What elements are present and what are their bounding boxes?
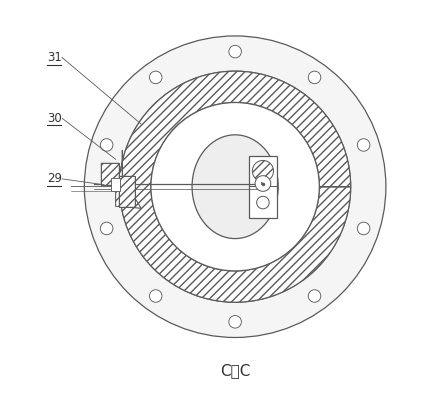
Circle shape <box>256 196 269 209</box>
Ellipse shape <box>191 135 278 239</box>
Circle shape <box>149 290 161 302</box>
Polygon shape <box>115 189 141 208</box>
Bar <box>101 163 118 185</box>
Text: 30: 30 <box>47 112 62 125</box>
Circle shape <box>356 222 369 235</box>
Circle shape <box>308 71 320 84</box>
Circle shape <box>151 103 319 271</box>
Circle shape <box>119 71 350 302</box>
Circle shape <box>254 176 270 191</box>
Bar <box>111 178 119 191</box>
Bar <box>118 176 135 207</box>
Text: C－C: C－C <box>220 363 250 378</box>
Polygon shape <box>119 71 350 302</box>
Circle shape <box>228 316 241 328</box>
Circle shape <box>100 222 113 235</box>
Text: 31: 31 <box>46 51 62 64</box>
Circle shape <box>252 160 273 182</box>
Circle shape <box>228 45 241 58</box>
Circle shape <box>84 36 385 338</box>
Polygon shape <box>115 149 121 184</box>
Circle shape <box>308 290 320 302</box>
Bar <box>248 156 276 218</box>
Bar <box>101 163 118 185</box>
Circle shape <box>149 71 161 84</box>
Bar <box>118 176 135 207</box>
Circle shape <box>100 139 113 151</box>
Text: 29: 29 <box>46 173 62 185</box>
Circle shape <box>356 139 369 151</box>
